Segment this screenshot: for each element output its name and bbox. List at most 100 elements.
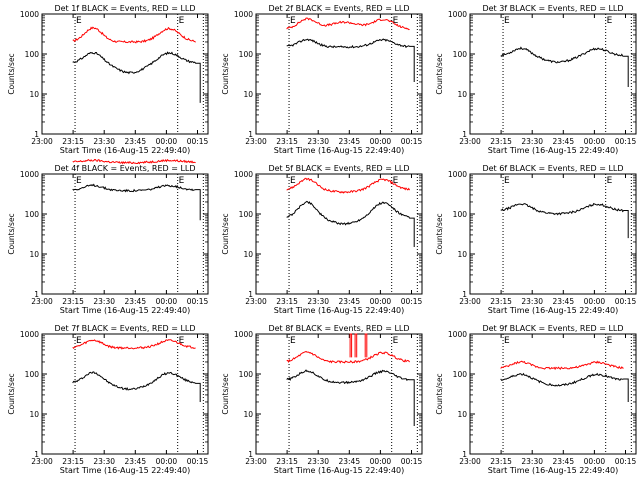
y-tick-label: 100 [453,50,468,59]
x-tick-label: 00:00 [370,297,392,306]
marker-label: E [76,176,82,186]
y-tick-label: 10 [29,90,39,99]
x-axis-label: Start Time (16-Aug-15 22:49:40) [60,306,191,315]
y-tick-label: 1 [462,130,467,139]
x-tick-label: 23:30 [521,137,543,146]
x-tick-label: 00:15 [615,457,637,466]
marker-label: E [607,176,613,186]
panel-1: Det 1f BLACK = Events, RED = LLD 1 10 100 10… [7,4,209,155]
lld-series-line [286,333,410,364]
y-tick-label: 1 [34,450,39,459]
x-tick-label: 23:45 [124,297,146,306]
plot-frame [255,173,423,295]
x-tick-label: 23:30 [93,457,115,466]
panel-title: Det 9f BLACK = Events, RED = LLD [482,324,623,333]
x-tick-label: 23:45 [552,137,574,146]
marker-label: E [290,176,296,186]
x-tick-label: 23:45 [552,457,574,466]
y-tick-label: 100 [453,370,468,379]
marker-label: E [607,336,613,346]
x-tick-label: 23:00 [31,457,53,466]
y-tick-label: 1000 [20,330,39,339]
panel-8: Det 8f BLACK = Events, RED = LLD 1 10 100 10… [221,324,423,475]
marker-label: E [393,16,399,26]
x-tick-label: 23:15 [490,137,512,146]
y-axis-label: Counts/sec [7,373,16,414]
plot-frame [469,13,637,135]
x-tick-label: 23:30 [521,297,543,306]
y-tick-label: 100 [239,210,254,219]
y-tick-label: 1000 [448,170,467,179]
x-tick-label: 00:00 [156,297,178,306]
x-axis-label: Start Time (16-Aug-15 22:49:40) [60,146,191,155]
x-tick-label: 23:45 [124,137,146,146]
y-tick-label: 1 [248,130,253,139]
x-tick-label: 23:00 [459,137,481,146]
y-tick-label: 1000 [448,10,467,19]
x-tick-label: 00:00 [370,457,392,466]
panel-3: Det 3f BLACK = Events, RED = LLD 1 10 100 10… [435,4,637,155]
x-tick-label: 23:45 [338,457,360,466]
x-tick-label: 23:30 [521,457,543,466]
x-tick-label: 23:45 [338,297,360,306]
x-tick-label: 00:00 [584,297,606,306]
x-tick-label: 23:00 [245,137,267,146]
x-axis-label: Start Time (16-Aug-15 22:49:40) [274,466,405,475]
y-tick-label: 10 [243,90,253,99]
y-tick-label: 10 [457,90,467,99]
y-tick-label: 10 [457,410,467,419]
x-tick-label: 23:30 [93,137,115,146]
plot-frame [469,173,637,295]
events-series-line [500,372,629,402]
y-tick-label: 100 [239,370,254,379]
x-tick-label: 00:00 [156,137,178,146]
plot-frame [41,173,209,295]
y-axis-label: Counts/sec [221,53,230,94]
y-tick-label: 10 [29,410,39,419]
lld-series-line [286,17,410,31]
lld-series-line [72,158,196,165]
marker-label: E [76,16,82,26]
y-tick-label: 1000 [234,10,253,19]
y-tick-label: 100 [25,370,40,379]
y-tick-label: 1 [248,450,253,459]
x-tick-label: 00:15 [615,297,637,306]
panel-title: Det 4f BLACK = Events, RED = LLD [54,164,195,173]
y-tick-label: 1000 [234,330,253,339]
y-tick-label: 100 [239,50,254,59]
events-series-line [286,38,415,82]
x-tick-label: 00:00 [370,137,392,146]
y-tick-label: 1000 [234,170,253,179]
events-series-line [72,51,201,103]
marker-label: E [179,176,185,186]
y-tick-label: 1 [34,130,39,139]
x-tick-label: 23:15 [490,457,512,466]
marker-label: E [179,336,185,346]
x-tick-label: 00:00 [584,457,606,466]
y-axis-label: Counts/sec [7,213,16,254]
events-series-line [72,183,201,221]
y-axis-label: Counts/sec [435,53,444,94]
y-tick-label: 1 [34,290,39,299]
x-tick-label: 23:15 [62,137,84,146]
y-tick-label: 100 [25,50,40,59]
y-axis-label: Counts/sec [435,213,444,254]
x-tick-label: 23:00 [459,297,481,306]
plot-frame [41,333,209,455]
x-tick-label: 23:00 [245,457,267,466]
x-axis-label: Start Time (16-Aug-15 22:49:40) [60,466,191,475]
marker-label: E [607,16,613,26]
x-tick-label: 00:15 [187,297,209,306]
y-tick-label: 1 [462,290,467,299]
marker-label: E [504,176,510,186]
x-axis-label: Start Time (16-Aug-15 22:49:40) [488,466,619,475]
x-tick-label: 00:15 [401,137,423,146]
x-axis-label: Start Time (16-Aug-15 22:49:40) [274,146,405,155]
plot-frame [255,13,423,135]
x-axis-label: Start Time (16-Aug-15 22:49:40) [274,306,405,315]
x-tick-label: 23:00 [245,297,267,306]
y-axis-label: Counts/sec [435,373,444,414]
y-tick-label: 1 [462,450,467,459]
panel-4: Det 4f BLACK = Events, RED = LLD 1 10 100 10… [7,158,209,315]
y-tick-label: 100 [25,210,40,219]
